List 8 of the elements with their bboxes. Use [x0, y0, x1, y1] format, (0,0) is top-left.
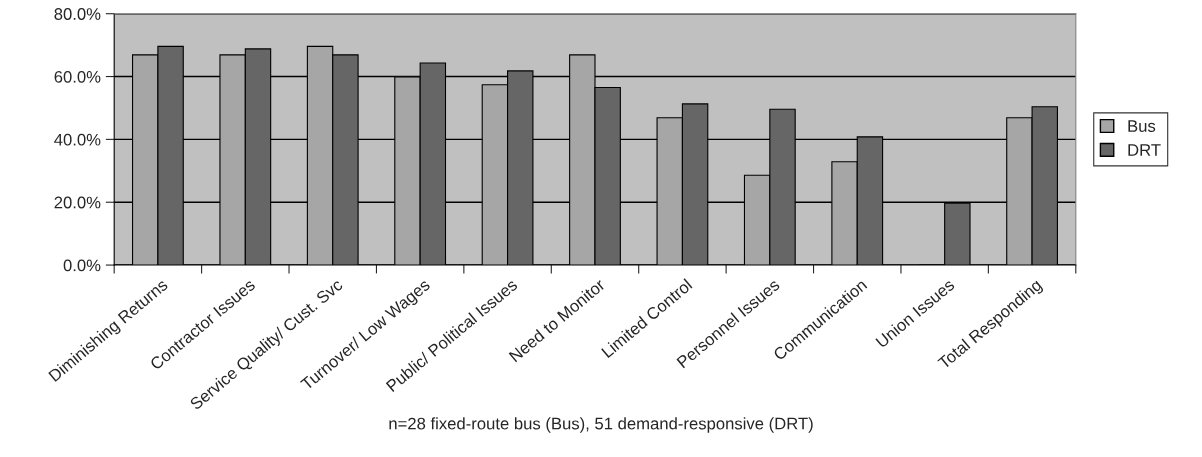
legend-label: DRT	[1128, 144, 1161, 156]
y-tick-label: 60.0%	[54, 70, 101, 83]
y-tick-label: 40.0%	[54, 133, 101, 146]
y-tick-label: 80.0%	[54, 8, 101, 20]
text: n=28 fixed-route bus (Bus), 51 demand-responsive (DRT)	[389, 417, 813, 433]
legend-label: Bus	[1128, 120, 1156, 132]
y-tick-label: 20.0%	[54, 196, 101, 209]
y-tick-label: 0.0%	[63, 259, 101, 272]
